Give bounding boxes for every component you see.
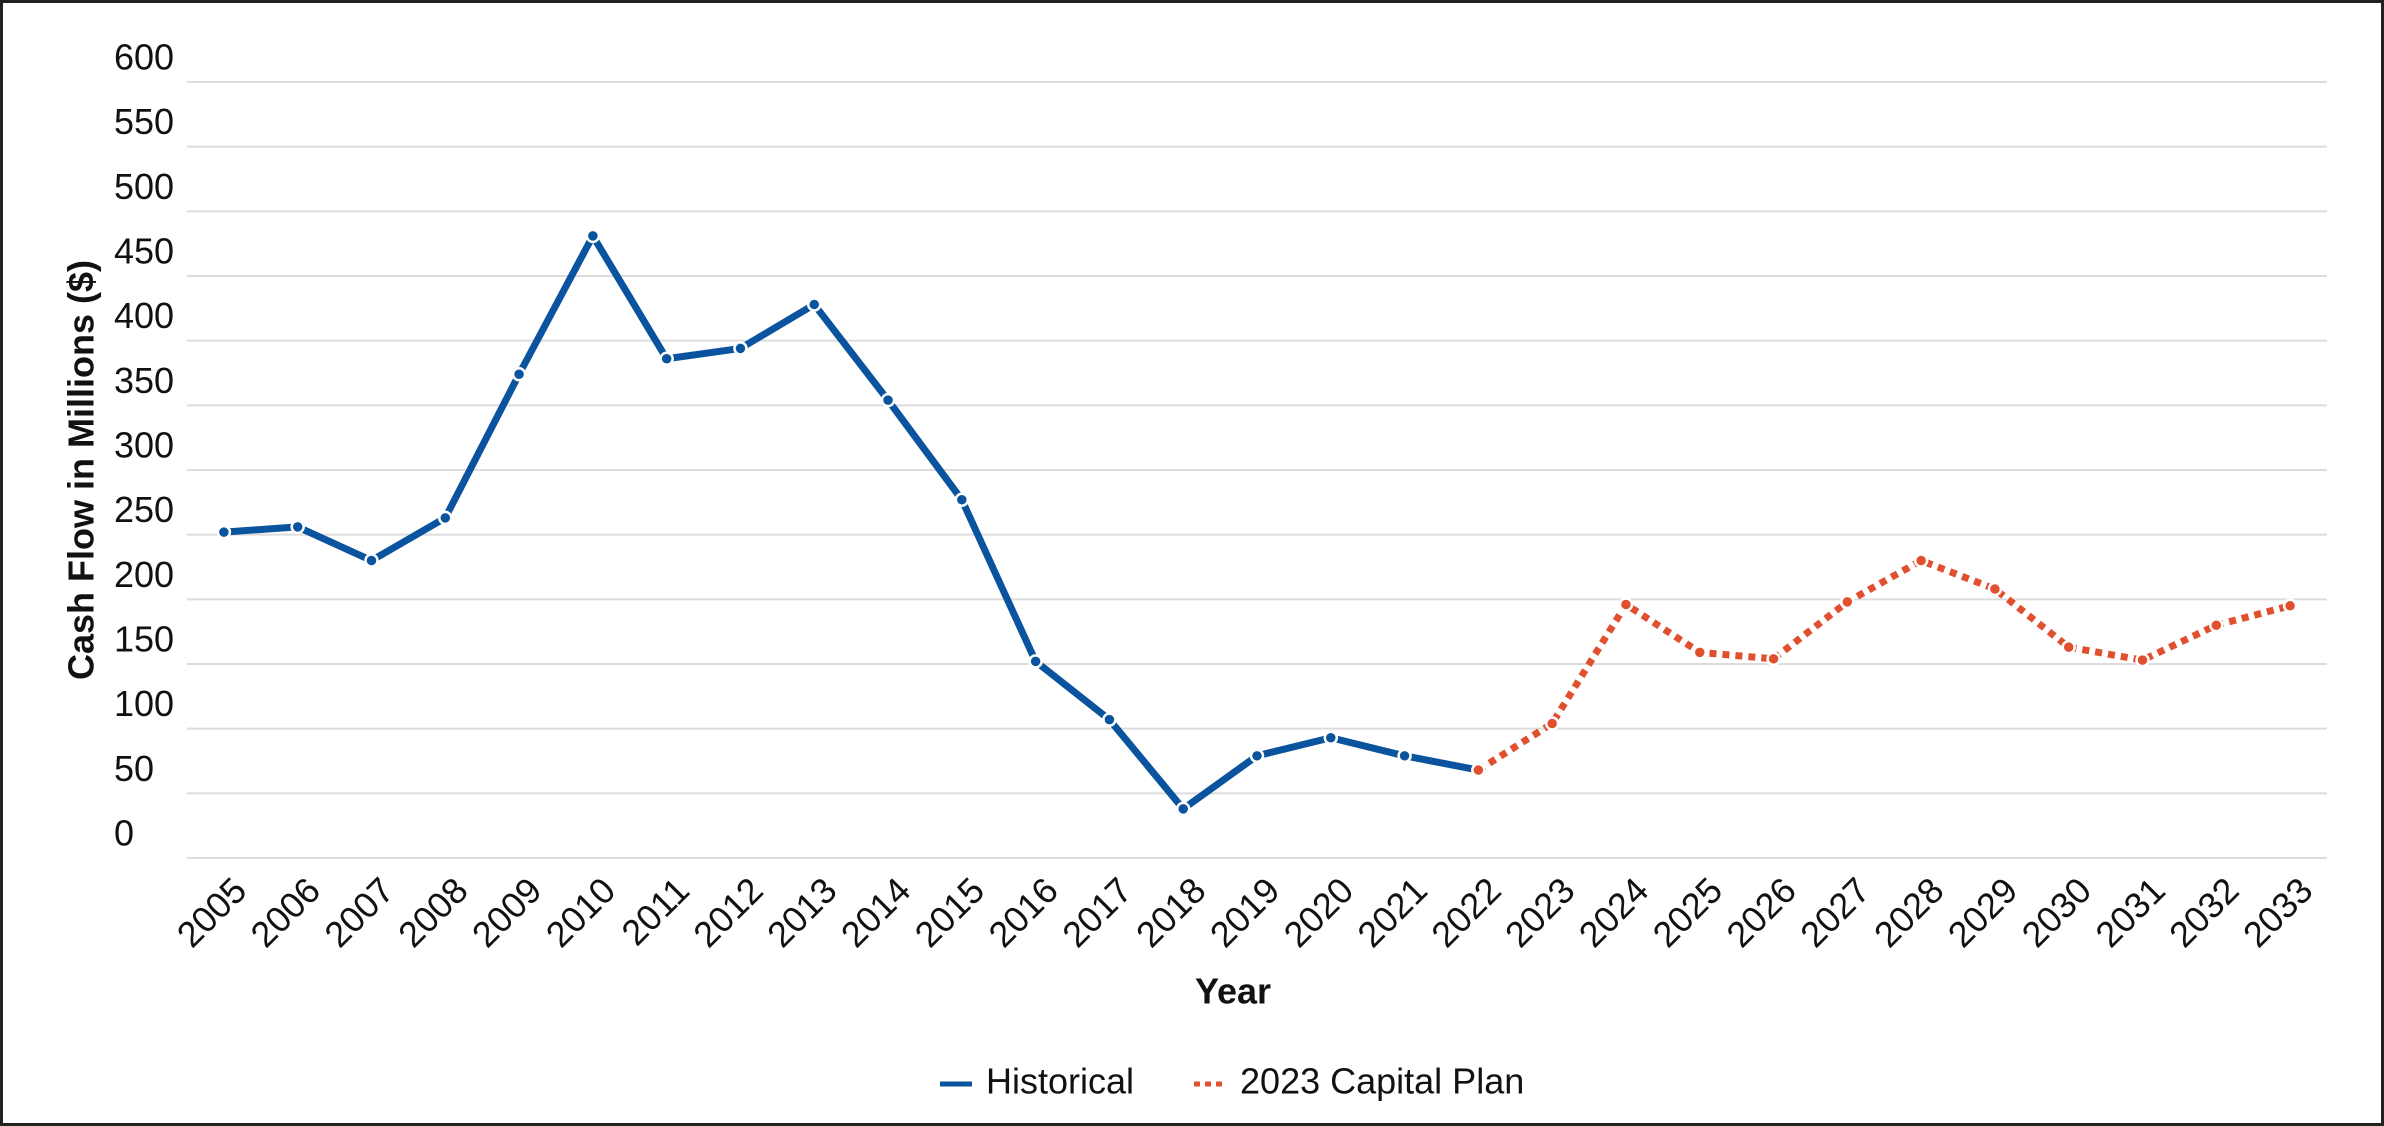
point <box>216 524 232 540</box>
y-tick-label: 100 <box>114 683 174 724</box>
y-tick-label: 150 <box>114 619 174 660</box>
legend-label: Historical <box>986 1061 1134 1102</box>
point <box>659 351 674 367</box>
point <box>1028 654 1043 669</box>
x-axis-title: Year <box>1195 971 1271 1012</box>
point <box>2061 639 2076 655</box>
point <box>880 392 896 408</box>
y-tick-label: 250 <box>114 489 174 530</box>
y-tick-label: 550 <box>114 101 174 142</box>
y-tick-label: 300 <box>114 425 174 466</box>
point <box>2209 617 2224 633</box>
point <box>1544 716 1560 731</box>
point <box>364 553 379 568</box>
y-tick-label: 400 <box>114 295 174 336</box>
point <box>954 492 970 507</box>
series-line <box>1476 557 2291 774</box>
y-tick-label: 0 <box>114 813 134 854</box>
point <box>1323 730 1339 745</box>
point <box>733 341 748 356</box>
point <box>511 367 527 382</box>
point <box>1471 762 1486 778</box>
point <box>1397 748 1412 764</box>
y-axis-title: Cash Flow in Millions ($) <box>61 260 102 680</box>
y-tick-label: 350 <box>114 360 174 401</box>
y-tick-label: 200 <box>114 554 174 595</box>
series-line <box>223 232 1480 813</box>
point <box>806 297 822 312</box>
y-tick-label: 50 <box>114 748 154 789</box>
y-tick-label: 500 <box>114 166 174 207</box>
point <box>1249 748 1265 764</box>
point <box>1840 594 1855 610</box>
point <box>1618 597 1634 612</box>
point <box>290 519 305 535</box>
point <box>438 510 453 526</box>
y-tick-label: 450 <box>114 231 174 272</box>
point <box>585 228 601 244</box>
point <box>1692 645 1708 660</box>
legend-label: 2023 Capital Plan <box>1240 1061 1524 1102</box>
point <box>1987 581 2003 597</box>
point <box>1175 801 1191 817</box>
point <box>2282 598 2298 614</box>
point <box>1766 651 1781 667</box>
point <box>2135 652 2150 668</box>
point <box>1102 712 1117 727</box>
y-tick-label: 600 <box>114 37 174 78</box>
point <box>1913 553 1929 568</box>
